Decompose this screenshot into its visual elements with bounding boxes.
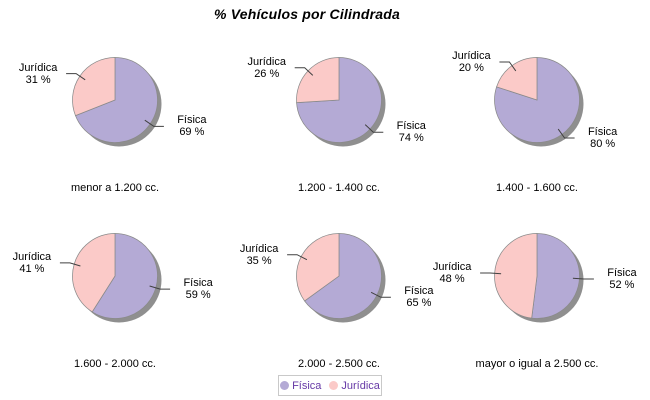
pie-slice-juridica <box>296 57 340 104</box>
pie-cell-2: Física 74 % Jurídica 26 % 1.200 - 1.400 cc. <box>231 32 447 204</box>
callout-line-fisica <box>572 277 594 280</box>
callout-line-fisica <box>149 285 171 290</box>
slice-name-text: Física <box>587 126 618 139</box>
slice-label-fisica: Física 65 % <box>392 285 446 309</box>
slice-pct-text: 41 % <box>19 262 45 275</box>
callout-line-juridica <box>66 73 86 81</box>
pie-cell-1: Física 69 % Jurídica 31 % menor a 1.200 cc. <box>7 32 223 204</box>
callout-line-juridica <box>480 272 502 275</box>
slice-pct-text: 59 % <box>185 289 211 302</box>
slice-pct-text: 80 % <box>590 138 616 151</box>
slice-pct-text: 31 % <box>25 73 51 86</box>
slice-name-text: Jurídica <box>432 261 472 274</box>
slice-label-fisica: Física 59 % <box>171 277 225 301</box>
callout-line-juridica <box>287 254 308 261</box>
slice-label-juridica: Jurídica 48 % <box>425 261 479 285</box>
slice-pct-text: 52 % <box>609 278 635 291</box>
slice-name-text: Jurídica <box>452 49 491 62</box>
slice-label-fisica: Física 69 % <box>165 114 219 138</box>
slice-name-text: Física <box>607 266 637 279</box>
category-label: 1.200 - 1.400 cc. <box>298 182 380 194</box>
legend-label-fisica: Física <box>292 379 322 392</box>
callout-line-juridica <box>499 61 517 72</box>
pie-svg-1 <box>66 57 164 147</box>
callout-line-fisica <box>557 128 575 139</box>
slice-label-fisica: Física 74 % <box>384 120 438 144</box>
slice-label-fisica: Física 80 % <box>576 126 630 150</box>
slice-name-text: Física <box>404 285 434 298</box>
category-label: mayor o igual a 2.500 cc. <box>475 358 599 370</box>
slice-pct-text: 26 % <box>254 67 280 80</box>
category-label: 1.600 - 2.000 cc. <box>74 358 156 370</box>
slice-pct-text: 69 % <box>179 126 205 139</box>
legend-item-juridica: Jurídica <box>329 380 380 392</box>
legend-label-juridica: Jurídica <box>341 379 380 392</box>
pie-svg-5 <box>287 233 391 323</box>
legend-item-fisica: Física <box>280 380 321 392</box>
slice-pct-text: 74 % <box>398 132 424 145</box>
callout-line-juridica <box>294 67 314 76</box>
pie-cell-3: Física 80 % Jurídica 20 % 1.400 - 1.600 cc. <box>429 32 645 204</box>
category-label: 1.400 - 1.600 cc. <box>496 182 578 194</box>
callout-line-fisica <box>144 119 164 127</box>
pie-svg-2 <box>294 57 386 147</box>
pie-svg-4 <box>59 233 171 323</box>
callout-line-juridica <box>59 262 81 267</box>
pie-slice-juridica <box>494 233 538 319</box>
slice-label-fisica: Física 52 % <box>595 267 649 291</box>
chart-title: % Vehículos por Cilindrada <box>214 6 400 22</box>
slice-pct-text: 48 % <box>439 273 465 286</box>
callout-line-fisica <box>370 291 391 298</box>
pie-svg-3 <box>494 57 584 147</box>
slice-name-text: Física <box>396 120 426 133</box>
category-label: 2.000 - 2.500 cc. <box>298 358 380 370</box>
slice-label-juridica: Jurídica 31 % <box>11 62 65 86</box>
fisica-swatch-icon <box>280 381 290 390</box>
slice-name-text: Jurídica <box>18 61 58 74</box>
pie-cell-6: Física 52 % Jurídica 48 % mayor o igual a 2.… <box>429 208 645 380</box>
juridica-swatch-icon <box>329 381 339 390</box>
legend: Física Jurídica <box>278 375 382 396</box>
slice-label-juridica: Jurídica 20 % <box>444 50 498 74</box>
pie-cell-4: Física 59 % Jurídica 41 % 1.600 - 2.000 cc. <box>7 208 223 380</box>
callout-line-fisica <box>364 124 384 133</box>
slice-label-juridica: Jurídica 35 % <box>232 243 286 267</box>
slice-label-juridica: Jurídica 41 % <box>5 251 59 275</box>
pie-svg-6 <box>480 233 594 323</box>
slice-pct-text: 35 % <box>246 254 272 267</box>
slice-name-text: Física <box>177 114 207 127</box>
category-label: menor a 1.200 cc. <box>70 182 160 194</box>
slice-pct-text: 20 % <box>458 61 484 74</box>
slice-name-text: Jurídica <box>12 250 52 263</box>
slice-label-juridica: Jurídica 26 % <box>240 56 294 80</box>
slice-name-text: Jurídica <box>247 55 286 68</box>
slice-name-text: Jurídica <box>239 242 279 255</box>
pie-cell-5: Física 65 % Jurídica 35 % 2.000 - 2.500 cc. <box>231 208 447 380</box>
slice-name-text: Física <box>183 277 213 290</box>
slice-pct-text: 65 % <box>406 297 432 310</box>
